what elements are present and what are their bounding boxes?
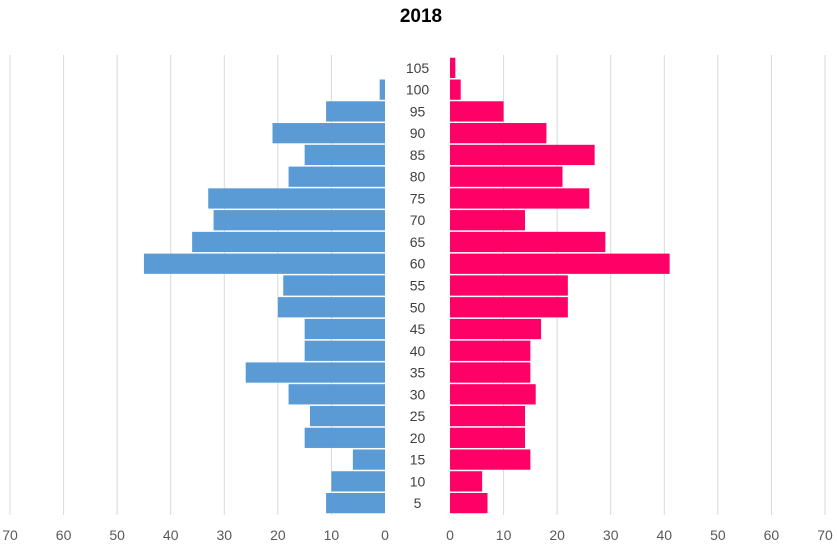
bar-left-55 bbox=[283, 275, 385, 296]
category-label: 85 bbox=[410, 147, 426, 163]
category-label: 95 bbox=[410, 103, 426, 119]
bar-right-15 bbox=[450, 449, 531, 470]
x-axis-ticks: 70 60 50 40 30 20 10 0 0 10 20 30 40 50 60 70 bbox=[2, 527, 833, 543]
bar-right-25 bbox=[450, 405, 525, 427]
x-tick-label-left: 40 bbox=[163, 527, 179, 543]
bar-right-30 bbox=[450, 384, 536, 405]
category-label: 30 bbox=[410, 386, 426, 402]
x-tick-label-right: 50 bbox=[710, 527, 726, 543]
x-tick-label-left: 50 bbox=[109, 527, 125, 543]
bar-right-100 bbox=[450, 79, 461, 100]
right-series-bars bbox=[450, 57, 670, 514]
bar-left-20 bbox=[304, 427, 385, 448]
category-label: 80 bbox=[410, 169, 426, 185]
category-label: 10 bbox=[410, 473, 426, 489]
x-tick-label-left: 20 bbox=[270, 527, 286, 543]
category-label: 45 bbox=[410, 321, 426, 337]
bar-right-60 bbox=[450, 253, 670, 274]
bar-right-55 bbox=[450, 275, 568, 296]
category-label: 50 bbox=[410, 299, 426, 315]
bar-left-60 bbox=[143, 253, 385, 274]
bar-right-35 bbox=[450, 362, 531, 383]
bar-right-70 bbox=[450, 210, 525, 231]
bar-left-45 bbox=[304, 318, 385, 340]
category-label: 55 bbox=[410, 278, 426, 294]
bar-left-50 bbox=[277, 297, 385, 318]
x-tick-label-left: 30 bbox=[216, 527, 232, 543]
bar-left-15 bbox=[352, 449, 385, 470]
bar-left-85 bbox=[304, 144, 385, 166]
x-tick-label-right: 70 bbox=[817, 527, 833, 543]
x-tick-label-left: 70 bbox=[2, 527, 18, 543]
category-label: 20 bbox=[410, 430, 426, 446]
category-labels: 5 10 15 20 25 30 35 40 45 50 55 60 65 70 75 80 85 90 95 100… bbox=[406, 60, 430, 511]
bar-right-20 bbox=[450, 427, 525, 448]
x-tick-label-left: 0 bbox=[381, 527, 389, 543]
category-label: 75 bbox=[410, 190, 426, 206]
x-tick-label-right: 40 bbox=[656, 527, 672, 543]
bar-left-25 bbox=[310, 405, 385, 427]
bar-right-10 bbox=[450, 471, 483, 492]
x-tick-label-right: 20 bbox=[549, 527, 565, 543]
bar-left-80 bbox=[288, 166, 385, 187]
category-label: 65 bbox=[410, 234, 426, 250]
bar-right-45 bbox=[450, 318, 542, 340]
bar-left-35 bbox=[245, 362, 385, 383]
bar-left-10 bbox=[331, 471, 385, 492]
x-tick-label-right: 30 bbox=[603, 527, 619, 543]
bar-left-70 bbox=[213, 210, 385, 231]
category-label: 60 bbox=[410, 256, 426, 272]
bar-right-105 bbox=[450, 57, 456, 79]
category-label: 5 bbox=[414, 495, 422, 511]
bar-left-90 bbox=[272, 123, 385, 144]
bar-left-75 bbox=[208, 188, 385, 209]
bar-right-50 bbox=[450, 297, 568, 318]
bar-right-85 bbox=[450, 144, 595, 166]
bar-left-5 bbox=[326, 492, 385, 514]
x-tick-label-right: 10 bbox=[496, 527, 512, 543]
category-label: 100 bbox=[406, 82, 430, 98]
bar-right-80 bbox=[450, 166, 563, 187]
bar-left-95 bbox=[326, 101, 385, 122]
chart-title: 2018 bbox=[400, 6, 442, 27]
category-label: 15 bbox=[410, 452, 426, 468]
bar-left-40 bbox=[304, 340, 385, 361]
bar-right-65 bbox=[450, 231, 606, 253]
category-label: 90 bbox=[410, 125, 426, 141]
bar-left-100 bbox=[379, 79, 385, 100]
category-label: 35 bbox=[410, 365, 426, 381]
bar-left-65 bbox=[192, 231, 385, 253]
category-label: 25 bbox=[410, 408, 426, 424]
category-label: 40 bbox=[410, 343, 426, 359]
category-label: 70 bbox=[410, 212, 426, 228]
bar-right-40 bbox=[450, 340, 531, 361]
x-tick-label-right: 0 bbox=[446, 527, 454, 543]
category-label: 105 bbox=[406, 60, 430, 76]
x-tick-label-left: 60 bbox=[56, 527, 72, 543]
bar-left-30 bbox=[288, 384, 385, 405]
bar-right-95 bbox=[450, 101, 504, 122]
left-series-bars bbox=[143, 79, 385, 514]
bar-right-90 bbox=[450, 123, 547, 144]
bar-right-5 bbox=[450, 492, 488, 514]
x-tick-label-left: 10 bbox=[324, 527, 340, 543]
bar-right-75 bbox=[450, 188, 590, 209]
x-tick-label-right: 60 bbox=[764, 527, 780, 543]
